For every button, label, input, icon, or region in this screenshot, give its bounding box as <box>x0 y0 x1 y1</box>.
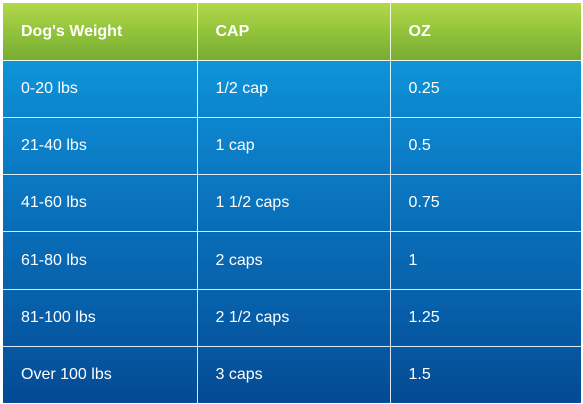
table-row: 61-80 lbs 2 caps 1 <box>3 231 581 290</box>
cap-cell: 1 cap <box>197 117 391 176</box>
table-row: 41-60 lbs 1 1/2 caps 0.75 <box>3 174 581 233</box>
oz-cell: 0.5 <box>390 117 581 176</box>
weight-cell: Over 100 lbs <box>3 346 198 403</box>
table-row: 0-20 lbs 1/2 cap 0.25 <box>3 60 581 119</box>
oz-cell: 1.25 <box>390 289 581 347</box>
table-row: 21-40 lbs 1 cap 0.5 <box>3 117 581 176</box>
cap-cell: 2 1/2 caps <box>197 289 391 347</box>
column-header-cap: CAP <box>197 3 391 61</box>
dosage-table: Dog's Weight CAP OZ 0-20 lbs 1/2 cap 0.2… <box>3 3 581 403</box>
oz-cell: 1 <box>390 231 581 290</box>
oz-cell: 0.75 <box>390 174 581 233</box>
cap-cell: 2 caps <box>197 231 391 290</box>
cap-cell: 3 caps <box>197 346 391 403</box>
weight-cell: 21-40 lbs <box>3 117 198 176</box>
weight-cell: 61-80 lbs <box>3 231 198 290</box>
oz-cell: 1.5 <box>390 346 581 403</box>
weight-cell: 0-20 lbs <box>3 60 198 119</box>
cap-cell: 1/2 cap <box>197 60 391 119</box>
table-row: 81-100 lbs 2 1/2 caps 1.25 <box>3 289 581 347</box>
weight-cell: 81-100 lbs <box>3 289 198 347</box>
table-row: Over 100 lbs 3 caps 1.5 <box>3 346 581 403</box>
oz-cell: 0.25 <box>390 60 581 119</box>
column-header-oz: OZ <box>390 3 581 61</box>
weight-cell: 41-60 lbs <box>3 174 198 233</box>
table-header-row: Dog's Weight CAP OZ <box>3 3 581 61</box>
cap-cell: 1 1/2 caps <box>197 174 391 233</box>
column-header-dogs-weight: Dog's Weight <box>3 3 198 61</box>
